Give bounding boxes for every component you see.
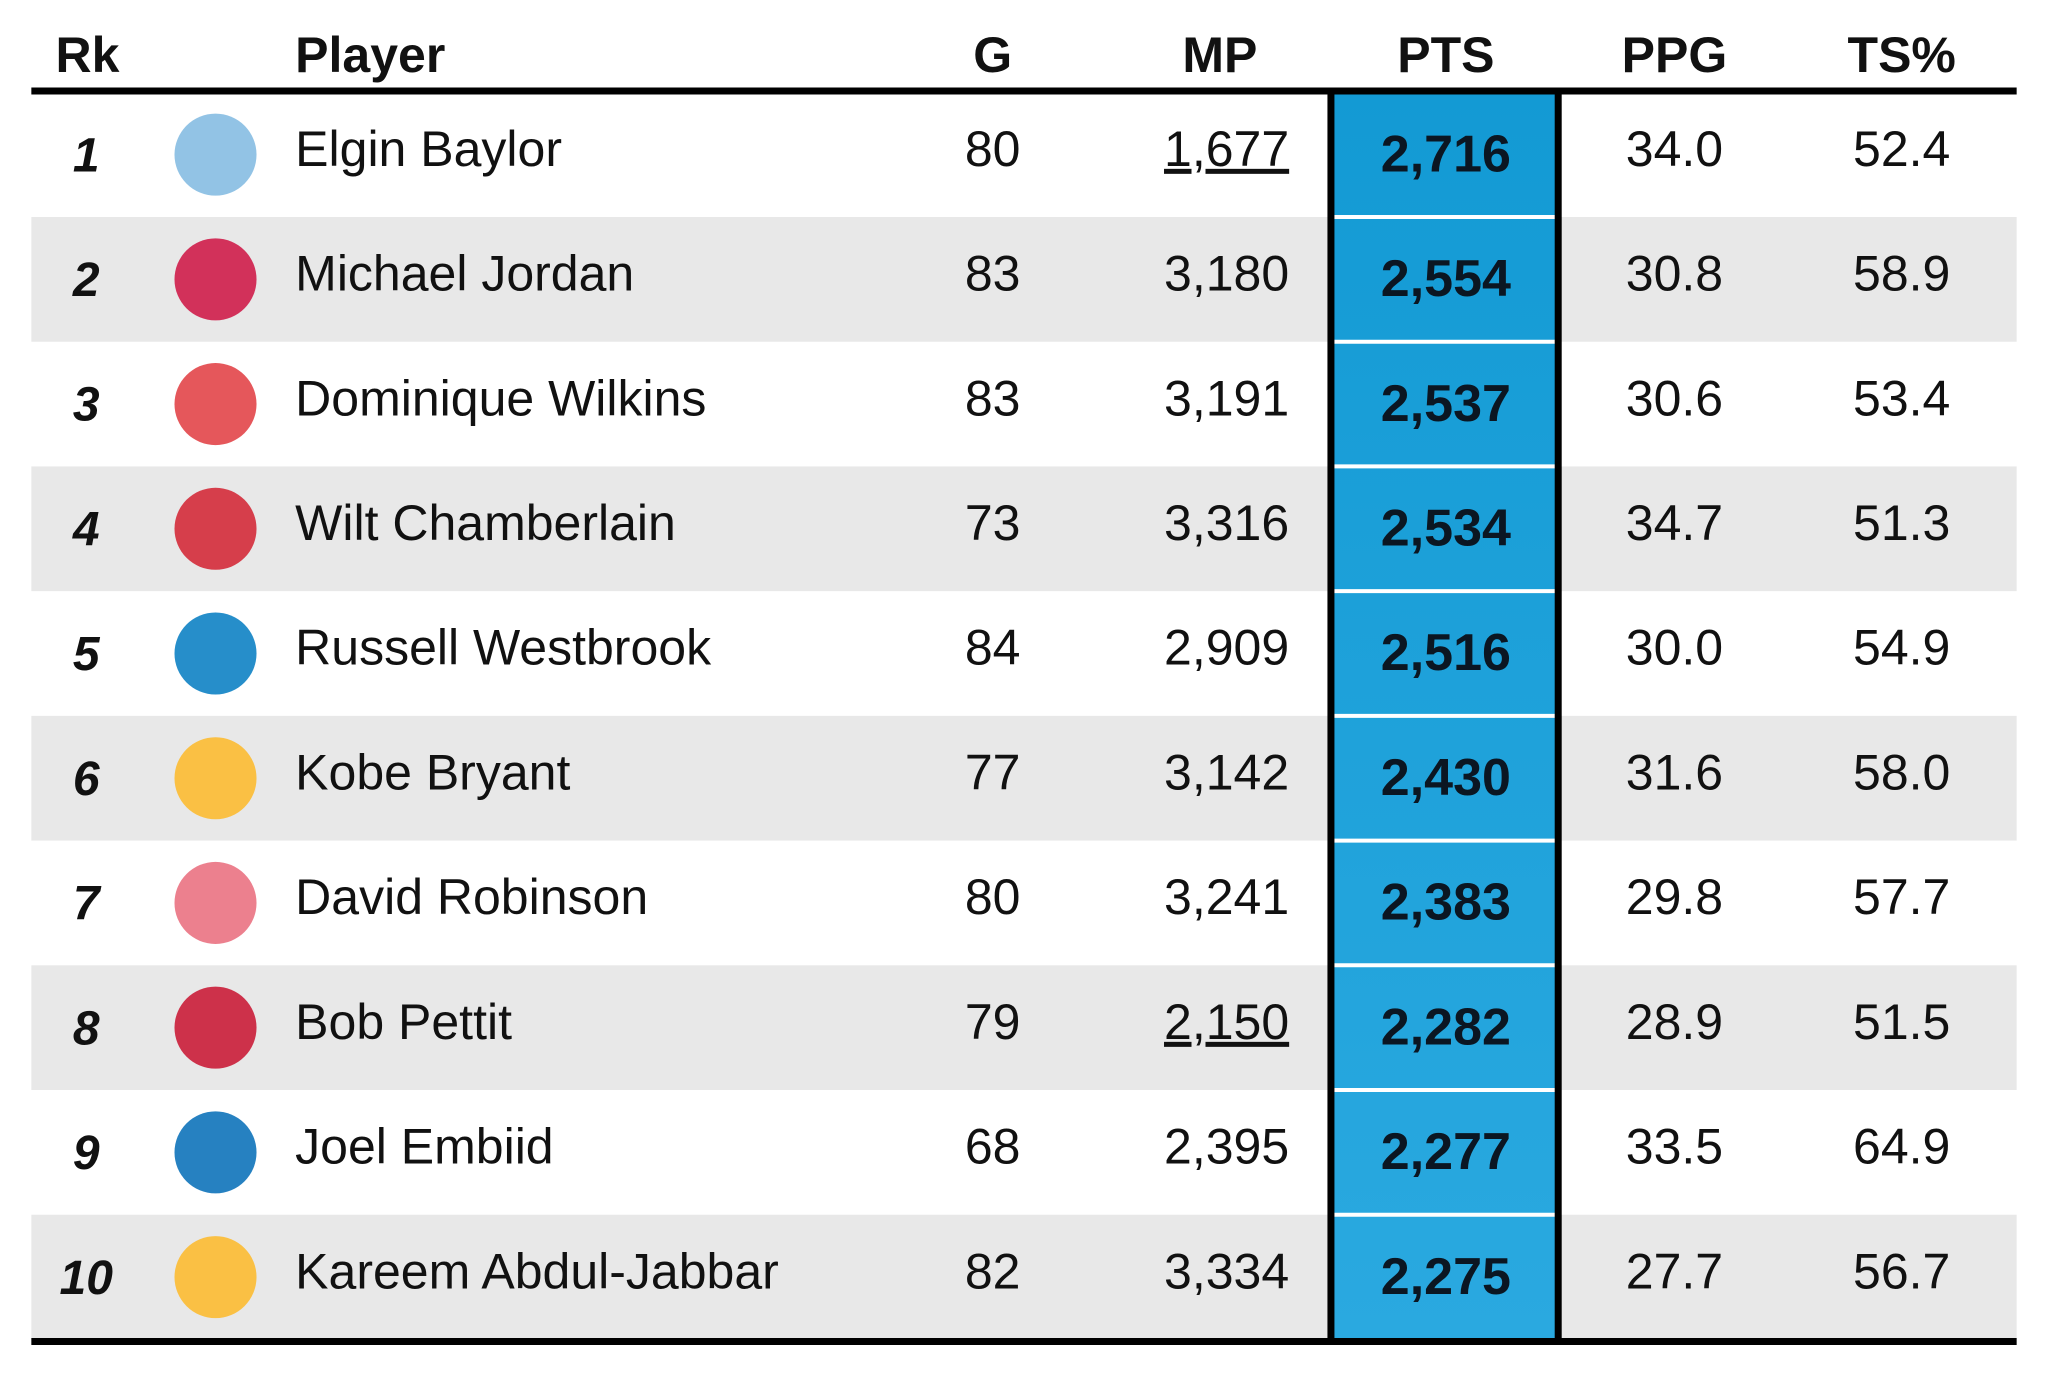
- row-background: [31, 965, 2017, 1091]
- true-shooting: 54.9: [1853, 620, 1950, 676]
- points: 2,537: [1381, 375, 1511, 433]
- games: 68: [965, 1119, 1021, 1175]
- team-logo: [174, 363, 257, 446]
- row-background: [31, 715, 2017, 841]
- games: 83: [965, 370, 1021, 426]
- true-shooting: 57.7: [1853, 869, 1950, 925]
- team-logo: [174, 238, 257, 321]
- points-per-game: 28.9: [1626, 994, 1723, 1050]
- games: 84: [965, 620, 1021, 676]
- player-name: Wilt Chamberlain: [295, 495, 676, 551]
- row-background: [31, 1214, 2017, 1340]
- minutes: 3,142: [1164, 744, 1289, 800]
- player-name: Joel Embiid: [295, 1119, 553, 1175]
- rank: 8: [73, 1002, 100, 1055]
- team-logo: [174, 737, 257, 820]
- minutes: 2,150: [1164, 994, 1289, 1050]
- player-name: Dominique Wilkins: [295, 370, 706, 426]
- minutes: 3,191: [1164, 370, 1289, 426]
- points-per-game: 30.0: [1626, 620, 1723, 676]
- player-name: Michael Jordan: [295, 246, 634, 302]
- column-header: G: [973, 27, 1012, 83]
- points-per-game: 30.8: [1626, 246, 1723, 302]
- true-shooting: 64.9: [1853, 1119, 1950, 1175]
- minutes: 2,395: [1164, 1119, 1289, 1175]
- games: 82: [965, 1243, 1021, 1299]
- points-per-game: 31.6: [1626, 744, 1723, 800]
- points-per-game: 30.6: [1626, 370, 1723, 426]
- games: 77: [965, 744, 1021, 800]
- team-logo: [174, 113, 257, 196]
- minutes: 3,316: [1164, 495, 1289, 551]
- points-per-game: 27.7: [1626, 1243, 1723, 1299]
- column-header: Rk: [56, 27, 120, 83]
- player-name: Bob Pettit: [295, 994, 512, 1050]
- team-logo: [174, 861, 257, 944]
- rank: 4: [72, 503, 100, 556]
- row-background: [31, 217, 2017, 342]
- true-shooting: 58.9: [1853, 246, 1950, 302]
- rank: 9: [73, 1127, 100, 1180]
- column-header: PTS: [1397, 27, 1494, 83]
- points: 2,383: [1381, 874, 1511, 932]
- points: 2,534: [1381, 500, 1511, 558]
- rank: 6: [73, 753, 100, 806]
- player-name: Russell Westbrook: [295, 620, 712, 676]
- player-name: Kobe Bryant: [295, 744, 570, 800]
- points-per-game: 34.7: [1626, 495, 1723, 551]
- minutes: 2,909: [1164, 620, 1289, 676]
- points: 2,275: [1381, 1248, 1511, 1306]
- rank: 2: [72, 254, 100, 307]
- true-shooting: 56.7: [1853, 1243, 1950, 1299]
- points: 2,430: [1381, 749, 1511, 807]
- true-shooting: 51.5: [1853, 994, 1950, 1050]
- points-per-game: 29.8: [1626, 869, 1723, 925]
- points: 2,716: [1381, 125, 1511, 183]
- rank: 3: [73, 379, 100, 432]
- points: 2,554: [1381, 250, 1511, 308]
- team-logo: [174, 1111, 257, 1194]
- minutes: 1,677: [1164, 121, 1289, 177]
- games: 80: [965, 121, 1021, 177]
- rank: 1: [73, 129, 100, 182]
- minutes: 3,241: [1164, 869, 1289, 925]
- player-name: Elgin Baylor: [295, 121, 562, 177]
- games: 79: [965, 994, 1021, 1050]
- rank: 7: [73, 878, 102, 931]
- minutes: 3,180: [1164, 246, 1289, 302]
- rank: 10: [60, 1252, 114, 1305]
- true-shooting: 53.4: [1853, 370, 1950, 426]
- team-logo: [174, 1236, 257, 1319]
- points: 2,516: [1381, 624, 1511, 682]
- points-per-game: 33.5: [1626, 1119, 1723, 1175]
- player-name: Kareem Abdul-Jabbar: [295, 1243, 779, 1299]
- player-name: David Robinson: [295, 869, 648, 925]
- games: 83: [965, 246, 1021, 302]
- true-shooting: 51.3: [1853, 495, 1950, 551]
- rank: 5: [73, 628, 101, 681]
- column-header: MP: [1182, 27, 1257, 83]
- column-header: PPG: [1622, 27, 1728, 83]
- true-shooting: 52.4: [1853, 121, 1950, 177]
- column-header: TS%: [1848, 27, 1956, 83]
- points: 2,282: [1381, 998, 1511, 1056]
- team-logo: [174, 487, 257, 570]
- true-shooting: 58.0: [1853, 744, 1950, 800]
- games: 73: [965, 495, 1021, 551]
- points: 2,277: [1381, 1123, 1511, 1181]
- row-background: [31, 466, 2017, 592]
- team-logo: [174, 986, 257, 1069]
- games: 80: [965, 869, 1021, 925]
- column-header: Player: [295, 27, 445, 83]
- minutes: 3,334: [1164, 1243, 1289, 1299]
- points-per-game: 34.0: [1626, 121, 1723, 177]
- team-logo: [174, 612, 257, 695]
